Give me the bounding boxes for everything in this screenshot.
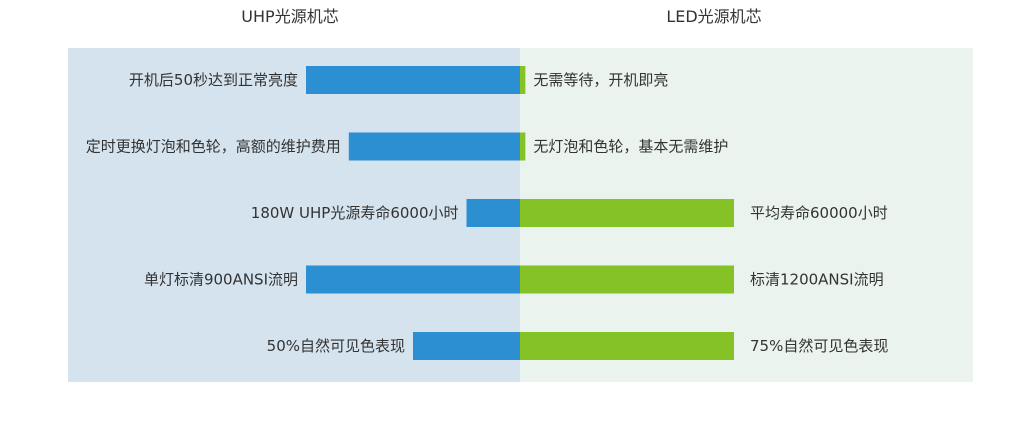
led-bar-label: 75%自然可见色表现 [750,337,888,355]
led-bar [520,265,734,294]
led-bar [520,132,526,161]
uhp-bar-label: 开机后50秒达到正常亮度 [129,71,298,89]
uhp-series-title: UHP光源机芯 [241,7,338,26]
uhp-panel-background [68,48,520,382]
led-bar-label: 平均寿命60000小时 [750,204,888,222]
led-bar-label: 无灯泡和色轮，基本无需维护 [533,138,728,156]
uhp-bar-label: 定时更换灯泡和色轮，高额的维护费用 [86,138,341,156]
uhp-bar-label: 单灯标清900ANSI流明 [144,271,298,289]
uhp-bar [466,199,520,227]
uhp-bar [413,332,520,360]
led-series-title: LED光源机芯 [666,7,761,26]
uhp-bar-label: 50%自然可见色表现 [267,337,405,355]
led-bar [520,199,734,227]
led-bar [520,332,734,360]
led-bar [520,66,526,94]
uhp-bar-label: 180W UHP光源寿命6000小时 [251,204,459,222]
led-bar-label: 标清1200ANSI流明 [750,271,884,289]
led-bar-label: 无需等待，开机即亮 [533,71,668,89]
uhp-bar [348,132,520,161]
uhp-bar [306,66,520,94]
led-bars: 无需等待，开机即亮无灯泡和色轮，基本无需维护平均寿命60000小时标清1200A… [520,66,888,360]
uhp-bar [306,265,520,294]
